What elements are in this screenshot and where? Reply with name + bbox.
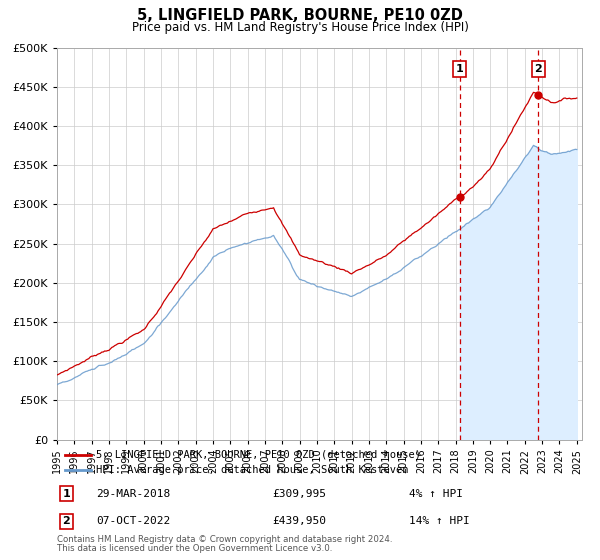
- Text: 1: 1: [456, 64, 464, 74]
- Text: 5, LINGFIELD PARK, BOURNE, PE10 0ZD (detached house): 5, LINGFIELD PARK, BOURNE, PE10 0ZD (det…: [97, 450, 421, 460]
- Text: 14% ↑ HPI: 14% ↑ HPI: [409, 516, 470, 526]
- Text: 2: 2: [62, 516, 70, 526]
- Text: £309,995: £309,995: [272, 488, 326, 498]
- Text: 1: 1: [62, 488, 70, 498]
- Text: HPI: Average price, detached house, South Kesteven: HPI: Average price, detached house, Sout…: [97, 465, 409, 475]
- Text: 4% ↑ HPI: 4% ↑ HPI: [409, 488, 463, 498]
- Text: 5, LINGFIELD PARK, BOURNE, PE10 0ZD: 5, LINGFIELD PARK, BOURNE, PE10 0ZD: [137, 8, 463, 24]
- Text: 29-MAR-2018: 29-MAR-2018: [97, 488, 170, 498]
- Text: £439,950: £439,950: [272, 516, 326, 526]
- Text: Price paid vs. HM Land Registry's House Price Index (HPI): Price paid vs. HM Land Registry's House …: [131, 21, 469, 34]
- Text: 07-OCT-2022: 07-OCT-2022: [97, 516, 170, 526]
- Text: 2: 2: [534, 64, 542, 74]
- Text: This data is licensed under the Open Government Licence v3.0.: This data is licensed under the Open Gov…: [57, 544, 332, 553]
- Text: Contains HM Land Registry data © Crown copyright and database right 2024.: Contains HM Land Registry data © Crown c…: [57, 535, 392, 544]
